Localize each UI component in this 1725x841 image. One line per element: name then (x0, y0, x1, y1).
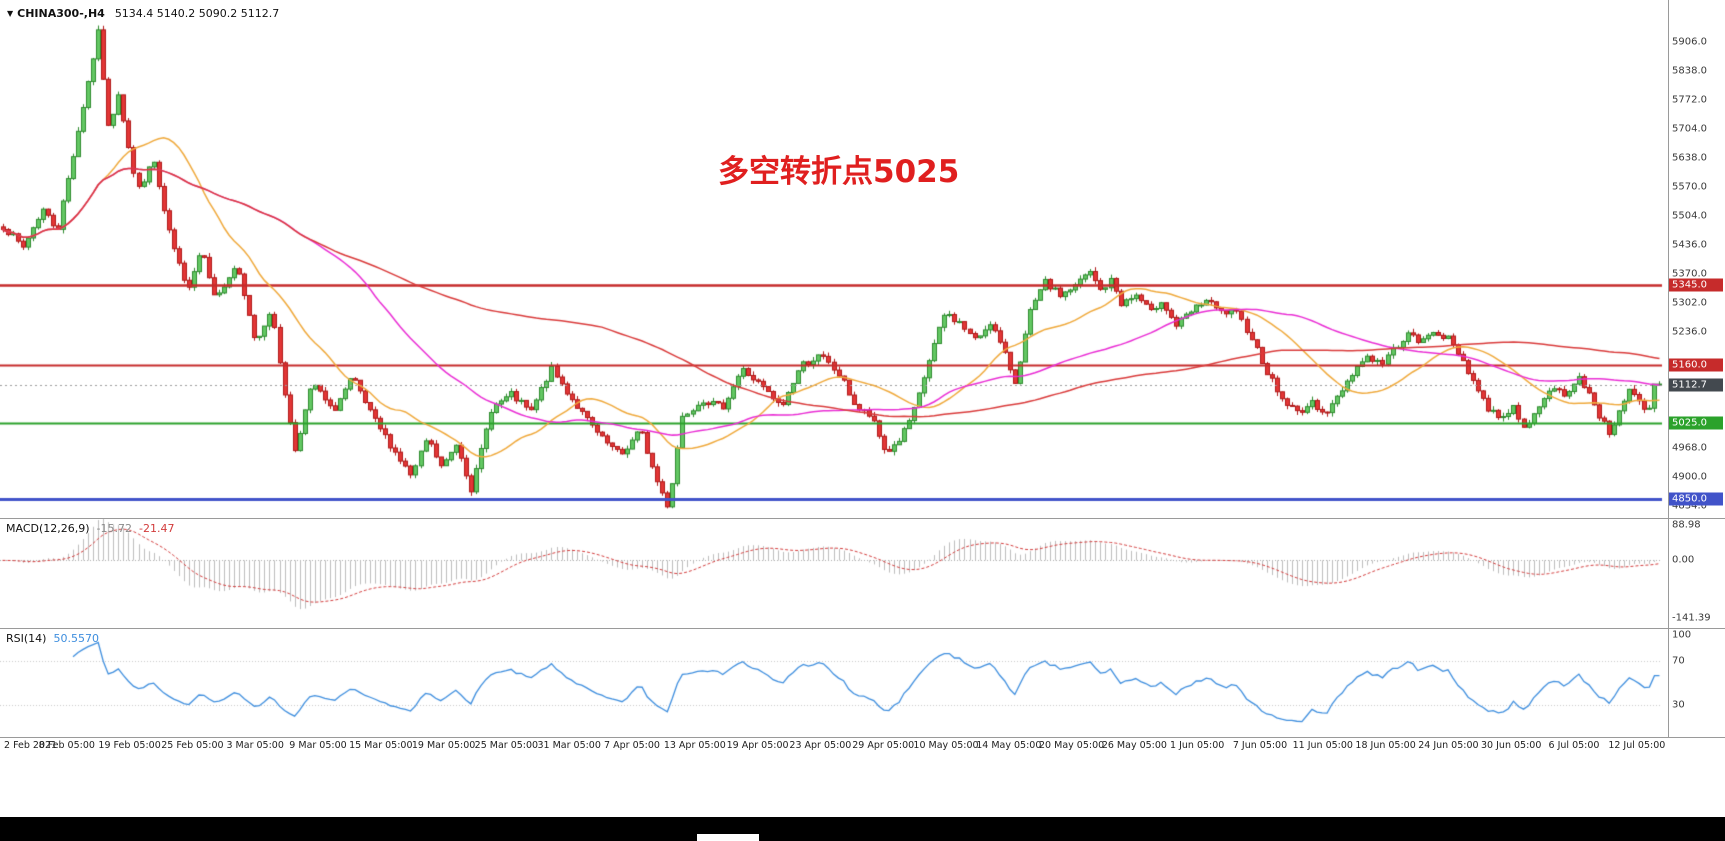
price-tick-label: 5236.0 (1672, 326, 1707, 338)
time-axis-label: 9 Mar 05:00 (289, 740, 347, 751)
price-tick-label: 5436.0 (1672, 239, 1707, 251)
price-level-badge: 4850.0 (1669, 492, 1723, 506)
price-tick-label: 4834.0 (1672, 500, 1707, 512)
ohlc-values: 5134.4 5140.2 5090.2 5112.7 (114, 7, 280, 20)
chart-annotation-text: 多空转折点5025 (718, 154, 960, 190)
price-level-badge: 5025.0 (1669, 416, 1723, 430)
macd-signal-value: -21.47 (139, 522, 175, 535)
time-axis-label: 19 Feb 05:00 (98, 740, 161, 751)
time-axis-label: 20 May 05:00 (1039, 740, 1105, 751)
time-axis-label: 13 Apr 05:00 (663, 740, 726, 751)
pane-separator-macd-rsi[interactable] (0, 628, 1725, 629)
bottom-bar-highlight (697, 834, 759, 841)
bottom-black-bar (0, 817, 1725, 841)
price-tick-label: 4900.0 (1672, 471, 1707, 483)
time-axis-label: 11 Jun 05:00 (1292, 740, 1353, 751)
price-level-badge: 5160.0 (1669, 358, 1723, 372)
symbol-period-label: CHINA300-,H4 (17, 7, 105, 20)
pane-separator-price-macd[interactable] (0, 518, 1725, 519)
symbol-dropdown-icon[interactable]: ▼ (7, 9, 14, 18)
rsi-info: RSI(14) 50.5570 (6, 632, 106, 645)
time-axis-label: 23 Apr 05:00 (789, 740, 852, 751)
time-axis-label: 1 Jun 05:00 (1170, 740, 1225, 751)
price-tick-label: 5704.0 (1672, 123, 1707, 135)
macd-axis-label: 88.98 (1672, 519, 1701, 531)
time-axis-label: 31 Mar 05:00 (537, 740, 601, 751)
time-axis-label: 10 May 05:00 (913, 740, 979, 751)
price-scale-separator (1668, 0, 1669, 738)
rsi-label: RSI(14) (6, 632, 47, 645)
rsi-axis-label: 100 (1672, 629, 1692, 641)
time-axis-label: 14 May 05:00 (976, 740, 1042, 751)
time-axis-label: 19 Mar 05:00 (411, 740, 476, 751)
macd-label: MACD(12,26,9) (6, 522, 90, 535)
time-axis-label: 7 Apr 05:00 (604, 740, 660, 751)
time-axis-label: 18 Jun 05:00 (1355, 740, 1416, 751)
rsi-axis-label: 70 (1672, 655, 1685, 667)
time-axis-label: 12 Jul 05:00 (1608, 740, 1666, 751)
macd-main-value: -15.72 (96, 522, 133, 535)
time-axis-label: 29 Apr 05:00 (852, 740, 915, 751)
chart-info-bar: ▼ CHINA300-,H4 5134.4 5140.2 5090.2 5112.7 (7, 7, 279, 20)
rsi-indicator-canvas[interactable] (0, 629, 1668, 737)
price-tick-label: 5772.0 (1672, 94, 1707, 106)
time-axis-label: 25 Feb 05:00 (161, 740, 224, 751)
time-axis-label: 26 May 05:00 (1101, 740, 1167, 751)
time-axis-label: 24 Jun 05:00 (1418, 740, 1479, 751)
price-tick-label: 5906.0 (1672, 36, 1707, 48)
macd-info: MACD(12,26,9) -15.72 -21.47 (6, 522, 181, 535)
price-tick-label: 4968.0 (1672, 442, 1707, 454)
macd-axis-label: -141.39 (1672, 612, 1711, 624)
time-axis-label: 6 Jul 05:00 (1548, 740, 1600, 751)
current-price-badge: 5112.7 (1669, 378, 1723, 392)
time-axis-label: 3 Mar 05:00 (226, 740, 284, 751)
price-tick-label: 5504.0 (1672, 210, 1707, 222)
price-tick-label: 5638.0 (1672, 152, 1707, 164)
pane-separator-rsi-timeaxis (0, 737, 1725, 738)
time-axis-label: 8 Feb 05:00 (38, 740, 95, 751)
time-axis-label: 25 Mar 05:00 (474, 740, 539, 751)
time-axis-label: 19 Apr 05:00 (726, 740, 789, 751)
price-chart-canvas[interactable] (0, 0, 1668, 518)
macd-indicator-canvas[interactable] (0, 519, 1668, 628)
rsi-value: 50.5570 (53, 632, 99, 645)
price-tick-label: 5570.0 (1672, 181, 1707, 193)
time-axis-label: 7 Jun 05:00 (1232, 740, 1288, 751)
time-axis-label: 15 Mar 05:00 (349, 740, 413, 751)
time-axis-label: 2 Feb 2021 (4, 740, 58, 751)
price-tick-label: 5838.0 (1672, 65, 1707, 77)
time-axis-label: 30 Jun 05:00 (1481, 740, 1542, 751)
price-tick-label: 5302.0 (1672, 297, 1707, 309)
macd-axis-label: 0.00 (1672, 554, 1695, 566)
price-tick-label: 5370.0 (1672, 268, 1707, 280)
rsi-axis-label: 30 (1672, 699, 1685, 711)
price-level-badge: 5345.0 (1669, 278, 1723, 292)
